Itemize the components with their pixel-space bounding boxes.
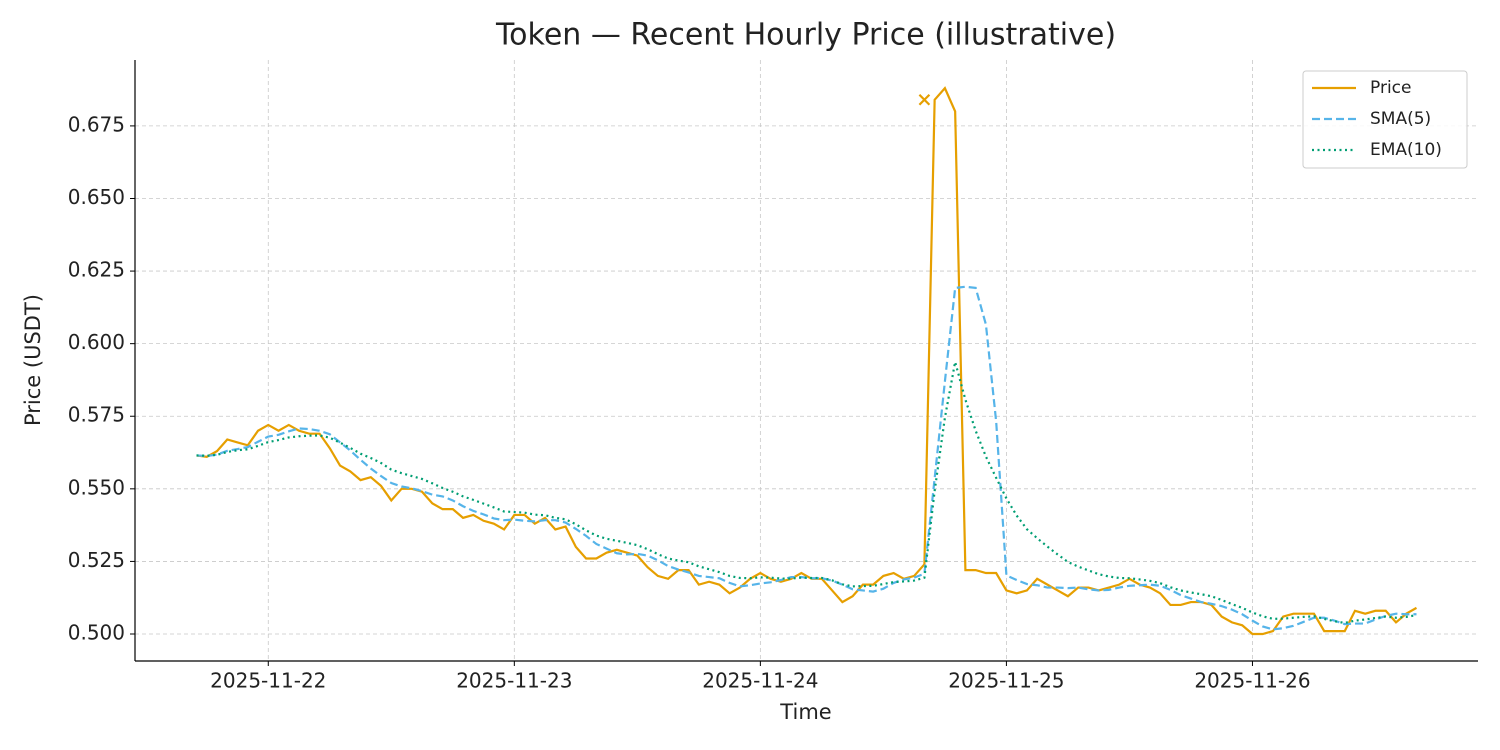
y-tick-label: 0.650 [68, 185, 125, 209]
x-tick-label: 2025-11-25 [948, 669, 1064, 693]
y-tick-label: 0.600 [68, 330, 125, 354]
y-tick-label: 0.575 [68, 403, 125, 427]
legend-box [1302, 70, 1468, 169]
y-tick-label: 0.500 [68, 620, 125, 644]
x-axis-label: Time [779, 700, 831, 724]
x-tick-label: 2025-11-26 [1194, 669, 1310, 693]
legend-label: SMA(5) [1370, 109, 1431, 129]
x-tick-label: 2025-11-23 [456, 669, 572, 693]
y-tick-label: 0.550 [68, 475, 125, 499]
y-axis-label: Price (USDT) [21, 294, 45, 426]
legend-label: EMA(10) [1370, 140, 1442, 160]
x-tick-label: 2025-11-24 [702, 669, 818, 693]
legend-label: Price [1370, 78, 1411, 98]
series-line [196, 86, 1418, 636]
series-line [196, 361, 1417, 625]
y-tick-label: 0.625 [68, 258, 125, 282]
x-tick-label: 2025-11-22 [210, 669, 326, 693]
chart-title: Token — Recent Hourly Price (illustrativ… [495, 18, 1116, 53]
y-tick-label: 0.675 [68, 112, 125, 136]
legend: Price SMA(5) EMA(10) [1302, 70, 1468, 169]
anomaly-marker [918, 93, 931, 106]
y-tick-label: 0.525 [68, 548, 125, 572]
